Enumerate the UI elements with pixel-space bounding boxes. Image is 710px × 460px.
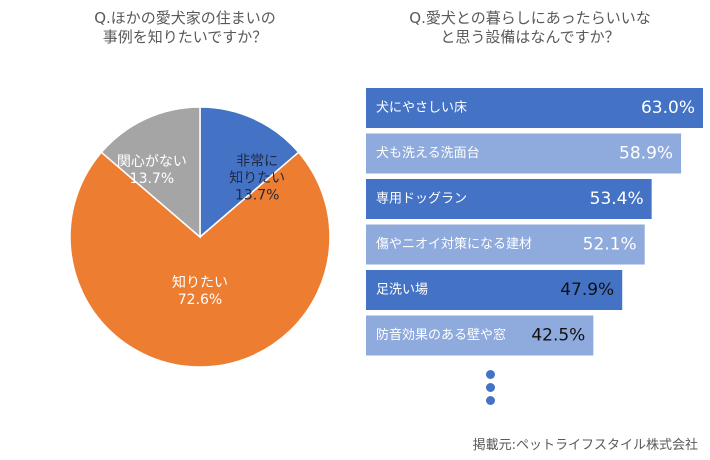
bar-category-label: 犬も洗える洗面台 xyxy=(376,146,480,161)
pie-question-title: Q.ほかの愛犬家の住まいの 事例を知りたいですか？ xyxy=(94,9,276,46)
pie-slice-2 xyxy=(69,151,331,368)
bar-value-label: 63.0% xyxy=(641,98,695,118)
bar-3 xyxy=(366,179,652,219)
bar-value-label: 53.4% xyxy=(590,189,644,209)
more-dot-1 xyxy=(486,370,495,379)
pie-slice-name: 非常に xyxy=(236,154,278,170)
pie-slice-value: 72.6% xyxy=(178,292,222,308)
pie-slice-name: 知りたい xyxy=(229,170,285,187)
bar-value-label: 47.9% xyxy=(560,280,614,300)
bar-category-label: 専用ドッグラン xyxy=(376,192,467,207)
bar-category-label: 足洗い場 xyxy=(376,283,428,298)
pie-slice-1 xyxy=(199,106,300,239)
pie-slice-value: 13.7% xyxy=(130,171,174,187)
bar-4 xyxy=(366,224,645,265)
bar-value-label: 42.5% xyxy=(531,326,585,346)
source-credit: 掲載元:ペットライフスタイル株式会社 xyxy=(472,438,698,453)
bar-category-label: 犬にやさしい床 xyxy=(376,101,467,116)
bar-category-label: 防音効果のある壁や窓 xyxy=(376,327,506,343)
bar-1 xyxy=(366,88,703,128)
bar-question-title: Q.愛犬との暮らしにあったらいいな と思う設備はなんですか？ xyxy=(409,9,651,46)
bar-value-label: 58.9% xyxy=(619,144,673,164)
bar-5 xyxy=(366,270,623,310)
pie-slice-value: 13.7% xyxy=(235,188,279,204)
bar-value-label: 52.1% xyxy=(583,235,637,255)
pie-slice-3 xyxy=(100,106,201,239)
pie-slice-name: 知りたい xyxy=(172,274,228,291)
bar-2 xyxy=(366,133,682,174)
more-dot-2 xyxy=(486,383,495,392)
more-dot-3 xyxy=(486,396,495,405)
bar-category-label: 傷やニオイ対策になる建材 xyxy=(376,236,532,252)
pie-slice-name: 関心がない xyxy=(117,154,187,170)
bar-6 xyxy=(366,315,594,356)
